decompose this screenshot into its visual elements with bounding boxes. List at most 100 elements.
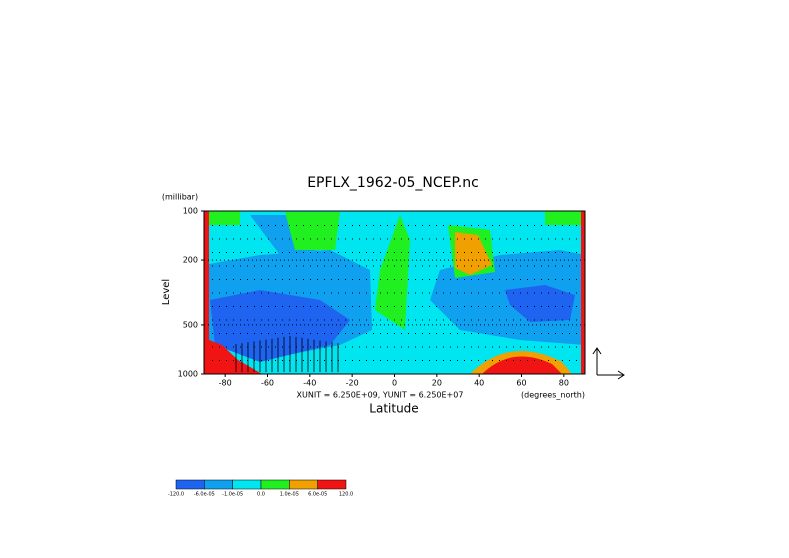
vector-dot bbox=[352, 238, 353, 240]
vector-dot bbox=[401, 333, 402, 334]
vector-dot bbox=[233, 333, 234, 334]
chart-title: EPFLX_1962-05_NCEP.nc bbox=[307, 175, 479, 191]
vector-dot bbox=[352, 333, 353, 334]
colorbar-label: -120.0 bbox=[168, 492, 184, 498]
vector-dot bbox=[275, 252, 276, 253]
vector-dot bbox=[317, 238, 318, 240]
vector-dot bbox=[436, 306, 437, 307]
vector-dot bbox=[261, 238, 262, 240]
vector-dot bbox=[555, 360, 556, 361]
vector-dot bbox=[289, 238, 290, 240]
vector-dot bbox=[506, 225, 507, 226]
y-unit: (millibar) bbox=[162, 193, 198, 202]
vector-dot bbox=[233, 306, 234, 307]
vector-dot bbox=[373, 346, 374, 348]
vector-dot bbox=[282, 252, 283, 253]
colorbar-label: 120.0 bbox=[339, 492, 353, 498]
vector-dot bbox=[366, 346, 367, 348]
vector-dot bbox=[338, 265, 339, 267]
vector-dot bbox=[562, 265, 563, 267]
vector-dot bbox=[254, 252, 255, 253]
vector-dot bbox=[401, 225, 402, 226]
vector-dot bbox=[422, 252, 423, 253]
vector-dot bbox=[282, 360, 283, 361]
vector-dot bbox=[485, 265, 486, 267]
vector-dot bbox=[296, 306, 297, 307]
vector-dot bbox=[541, 265, 542, 267]
vector-dot bbox=[499, 265, 500, 267]
colorbar-swatch bbox=[260, 479, 290, 490]
vector-dot bbox=[464, 333, 465, 334]
vector-dot bbox=[499, 333, 500, 334]
vector-dot bbox=[555, 238, 556, 240]
vector-dot bbox=[317, 346, 318, 348]
vector-dot bbox=[471, 265, 472, 267]
vector-dot bbox=[317, 319, 318, 321]
vector-dot bbox=[562, 306, 563, 307]
vector-dot bbox=[492, 346, 493, 348]
vector-dot bbox=[289, 346, 290, 348]
vector-dot bbox=[226, 225, 227, 226]
vector-dot bbox=[233, 252, 234, 253]
vector-dot bbox=[233, 319, 234, 321]
vector-dot bbox=[345, 265, 346, 267]
vector-dot bbox=[387, 225, 388, 226]
vector-dot bbox=[254, 360, 255, 361]
vector-dot bbox=[366, 360, 367, 361]
vector-dot bbox=[359, 292, 360, 294]
y-tick-label: 200 bbox=[183, 256, 198, 265]
vector-dot bbox=[247, 238, 248, 240]
contour-region bbox=[209, 340, 262, 374]
vector-dot bbox=[576, 225, 577, 226]
vector-dot bbox=[527, 252, 528, 253]
vector-dot bbox=[464, 360, 465, 361]
vector-dot bbox=[485, 225, 486, 226]
vector-dot bbox=[352, 252, 353, 253]
vector-dot bbox=[261, 279, 262, 280]
vector-dot bbox=[240, 292, 241, 294]
vector-dot bbox=[289, 360, 290, 361]
vector-dot bbox=[226, 306, 227, 307]
vector-dot bbox=[359, 252, 360, 253]
vector-dot bbox=[387, 306, 388, 307]
vector-dot bbox=[289, 333, 290, 334]
vector-dot bbox=[310, 252, 311, 253]
vector-dot bbox=[513, 319, 514, 321]
vector-dot bbox=[268, 225, 269, 226]
vector-dot bbox=[401, 238, 402, 240]
vector-dot bbox=[240, 238, 241, 240]
vector-dot bbox=[569, 238, 570, 240]
vector-dot bbox=[324, 306, 325, 307]
vector-dot bbox=[527, 292, 528, 294]
vector-dot bbox=[373, 238, 374, 240]
contour-region bbox=[285, 212, 340, 250]
vector-dot bbox=[415, 292, 416, 294]
vector-dot bbox=[401, 319, 402, 321]
vector-dot bbox=[450, 319, 451, 321]
vector-dot bbox=[247, 333, 248, 334]
vector-dot bbox=[422, 225, 423, 226]
vector-dot bbox=[366, 279, 367, 280]
vector-dot bbox=[240, 319, 241, 321]
vector-dot bbox=[261, 292, 262, 294]
vector-dot bbox=[548, 360, 549, 361]
vector-dot bbox=[387, 292, 388, 294]
vector-dot bbox=[534, 265, 535, 267]
vector-dot bbox=[422, 265, 423, 267]
vector-dot bbox=[506, 306, 507, 307]
vector-dot bbox=[296, 319, 297, 321]
vector-dot bbox=[254, 346, 255, 348]
vector-dot bbox=[436, 252, 437, 253]
vector-dot bbox=[366, 292, 367, 294]
vector-dot bbox=[569, 279, 570, 280]
vector-dot bbox=[275, 360, 276, 361]
vector-dot bbox=[324, 333, 325, 334]
vector-dot bbox=[443, 292, 444, 294]
x-tick-label: -40 bbox=[303, 379, 316, 388]
vector-dot bbox=[268, 306, 269, 307]
vector-dot bbox=[527, 279, 528, 280]
vector-dot bbox=[359, 265, 360, 267]
vector-dot bbox=[548, 225, 549, 226]
vector-dot bbox=[380, 333, 381, 334]
vector-dot bbox=[282, 346, 283, 348]
